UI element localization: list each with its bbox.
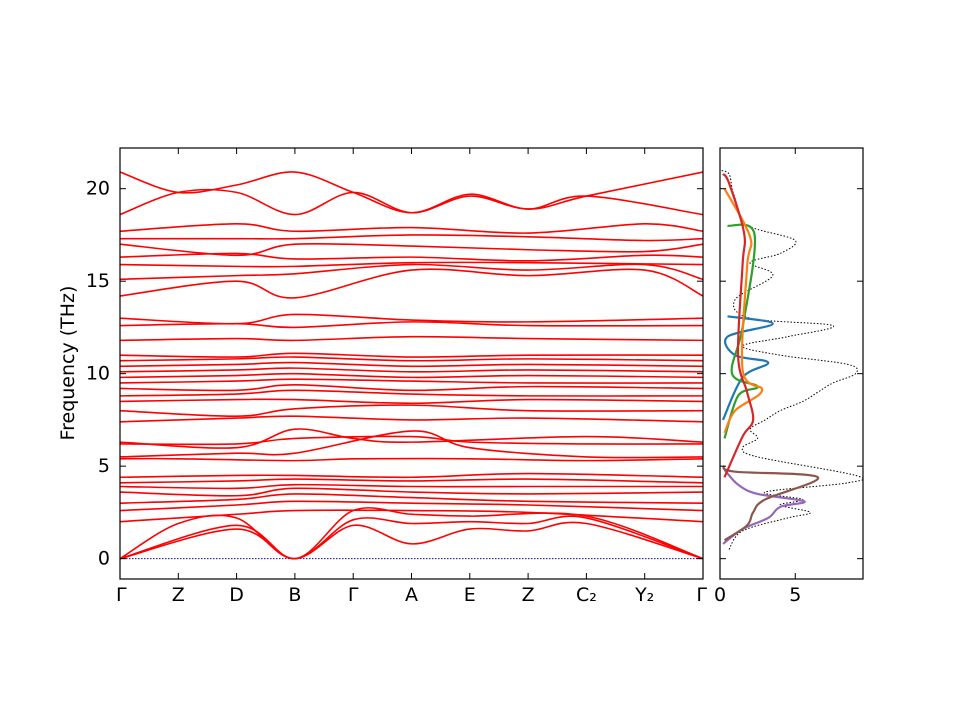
band-branch-13 [120,428,703,449]
dos-x-tick-label: 0 [714,584,726,606]
band-branch-20 [120,372,703,379]
band-branch-15 [120,404,703,418]
band-branch-4 [120,500,703,512]
dos-partial-curve-6 [722,173,755,478]
band-branch-22 [120,361,703,368]
band-branch-5 [120,493,703,504]
y-tick-label: 15 [86,270,110,292]
x-tick-label: Y₂ [634,584,654,606]
band-branch-28 [120,268,703,299]
band-branch-21 [120,367,703,373]
y-tick-label: 0 [98,548,110,570]
dos-total-curve [720,169,863,550]
band-branch-31 [120,252,703,262]
band-branch-24 [120,352,703,358]
band-structure-panel: 0 5 10 15 20 Γ Z D B Γ A E Z C₂ Y₂ Γ [86,147,707,606]
band-branch-19 [120,378,703,384]
band-branch-7 [120,483,703,490]
band-branch-32 [120,242,703,257]
band-branch-27 [120,313,703,325]
band-branch-33 [120,234,703,242]
y-tick-label: 5 [98,455,110,477]
band-branch-0 [120,521,703,560]
band-branch-10 [120,457,703,462]
band-branch-6 [120,487,703,497]
x-tick-label: B [288,584,301,606]
band-branch-30 [120,261,703,268]
y-tick-label: 20 [86,178,110,200]
band-branch-18 [120,383,703,392]
band-branch-23 [120,356,703,362]
band-branch-14 [120,415,703,423]
dos-partial-curve-3 [722,315,774,421]
band-branch-9 [120,472,703,479]
dos-partial-curve-4 [723,223,759,439]
band-branch-25 [120,335,703,342]
band-branch-17 [120,389,703,397]
x-tick-label: A [405,584,418,606]
x-tick-label: Z [522,584,535,606]
band-branch-8 [120,478,703,484]
dos-partial-curve-5 [723,188,764,434]
band-branch-11 [120,430,703,459]
band-branch-12 [120,435,703,446]
dos-plot-frame [719,147,864,580]
band-branch-34 [120,223,703,234]
band-branch-35 [120,188,703,216]
band-branch-16 [120,398,703,405]
x-tick-label: C₂ [576,584,597,606]
band-branch-3 [120,509,703,523]
y-tick-label: 10 [86,363,110,385]
band-branch-36 [120,171,703,214]
x-tick-label: Γ [348,584,359,606]
dos-x-tick-label: 5 [789,584,801,606]
band-branch-1 [120,515,703,560]
x-tick-label: Γ [696,584,707,606]
x-tick-label: D [229,584,244,606]
y-axis-label: Frequency (THz) [57,286,79,441]
x-tick-label: Γ [116,584,127,606]
x-tick-label: E [464,584,476,606]
x-tick-label: Z [172,584,185,606]
dos-partial-curve-2 [722,465,819,542]
